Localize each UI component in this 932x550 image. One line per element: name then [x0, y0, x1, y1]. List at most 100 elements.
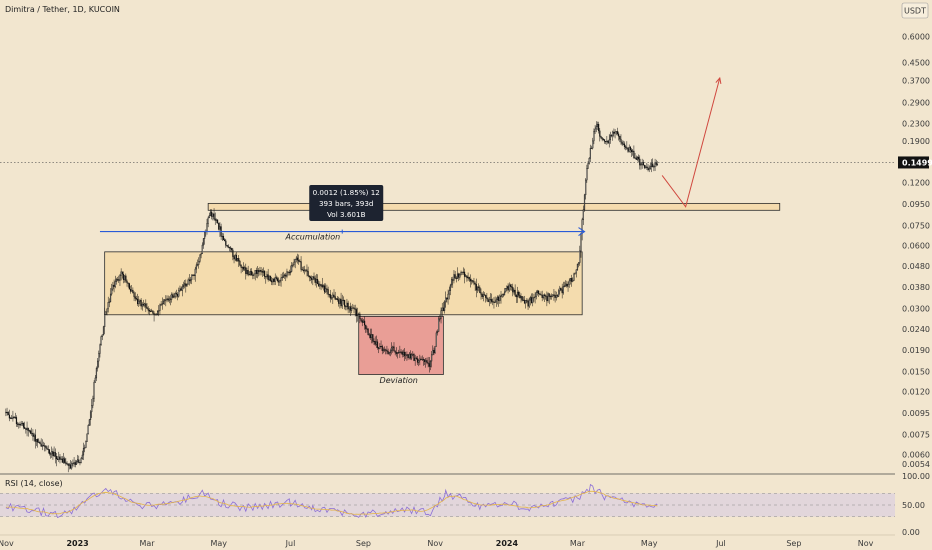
- candle: [141, 302, 143, 311]
- annotation-accumulation: Accumulation: [285, 233, 341, 242]
- candle: [606, 136, 608, 145]
- candle: [559, 285, 561, 295]
- candle: [279, 279, 281, 287]
- candle: [578, 262, 580, 268]
- projection-arrowhead: [715, 76, 722, 85]
- annotation-deviation: Deviation: [380, 376, 418, 385]
- candle: [416, 355, 419, 365]
- candle: [15, 415, 18, 427]
- candle: [314, 275, 316, 286]
- candle: [225, 238, 227, 248]
- candle: [65, 457, 67, 466]
- measure-tool[interactable]: 0.0012 (1.85%) 12 393 bars, 393d Vol 3.601…: [99, 185, 586, 237]
- candle: [234, 253, 236, 262]
- candle: [281, 272, 283, 281]
- candle: [18, 422, 20, 429]
- candle: [460, 270, 462, 276]
- candle: [453, 270, 455, 284]
- candle: [373, 338, 375, 345]
- candle: [147, 306, 149, 315]
- candle: [67, 463, 69, 473]
- candle: [641, 158, 643, 169]
- candle: [282, 271, 285, 278]
- candle: [114, 275, 116, 289]
- candle: [515, 294, 517, 304]
- candle: [54, 448, 56, 464]
- candle: [379, 343, 381, 350]
- candle: [115, 277, 118, 285]
- candle: [635, 155, 637, 160]
- projection-path[interactable]: [661, 77, 721, 208]
- candle: [512, 283, 514, 297]
- candle: [590, 145, 593, 149]
- candle: [184, 279, 186, 289]
- candle: [285, 272, 287, 282]
- candle: [488, 296, 490, 307]
- candle: [118, 275, 120, 283]
- candle: [340, 292, 342, 309]
- candle: [531, 293, 533, 304]
- x-tick-label: Nov: [858, 539, 874, 548]
- candle: [361, 317, 363, 327]
- candle: [158, 305, 160, 317]
- candle: [392, 345, 394, 353]
- candle: [68, 462, 70, 470]
- candle: [614, 129, 616, 139]
- zone-resistance[interactable]: [207, 202, 781, 211]
- candle: [329, 289, 332, 303]
- candle: [547, 292, 549, 303]
- candle: [593, 128, 595, 145]
- candle: [358, 312, 360, 317]
- candle: [595, 121, 597, 133]
- candle: [134, 292, 136, 302]
- time-axis[interactable]: Nov 2023 Mar May Jul Sep Nov 2024 Mar May Jul Sep No…: [0, 534, 895, 548]
- candle: [451, 277, 453, 288]
- candle: [272, 277, 274, 286]
- candle: [354, 304, 356, 317]
- candle: [414, 354, 416, 366]
- candle: [627, 147, 629, 153]
- candle: [380, 340, 382, 348]
- candle: [509, 283, 512, 291]
- candle: [366, 326, 368, 333]
- candle: [152, 310, 154, 315]
- candle: [516, 286, 519, 303]
- candle: [229, 246, 232, 252]
- candle: [365, 324, 367, 333]
- currency-button[interactable]: USDT: [901, 2, 929, 19]
- candle: [473, 277, 475, 286]
- candle: [619, 135, 621, 143]
- y-tick-label: 0.2300: [902, 120, 930, 129]
- candle: [142, 299, 145, 307]
- candle: [438, 316, 440, 332]
- candle: [172, 292, 174, 298]
- candle: [169, 294, 172, 306]
- candle: [487, 297, 489, 303]
- candle: [458, 272, 460, 282]
- candle: [44, 442, 46, 452]
- candle: [513, 288, 515, 295]
- candle: [454, 270, 456, 280]
- candle: [549, 294, 551, 300]
- candle: [37, 438, 39, 448]
- candle: [598, 121, 600, 134]
- rsi-label: RSI (14, close): [5, 479, 63, 488]
- candle: [535, 290, 537, 300]
- candle: [655, 159, 657, 167]
- candle: [60, 456, 62, 460]
- candle: [239, 259, 241, 267]
- measure-line-2: 393 bars, 393d: [319, 199, 374, 208]
- x-tick-label: Jul: [285, 539, 296, 548]
- candle: [81, 450, 83, 460]
- candle: [19, 421, 21, 428]
- price-axis[interactable]: 0.6000 0.4500 0.3700 0.2900 0.2300 0.1900 0.12…: [898, 33, 932, 537]
- candle: [11, 414, 13, 420]
- candle: [34, 429, 36, 449]
- candle: [106, 308, 108, 316]
- rsi-tick-label: 50.00: [902, 501, 925, 510]
- candle: [213, 208, 215, 221]
- candle: [27, 427, 29, 437]
- candle: [325, 283, 327, 293]
- zone-accumulation[interactable]: [104, 251, 583, 316]
